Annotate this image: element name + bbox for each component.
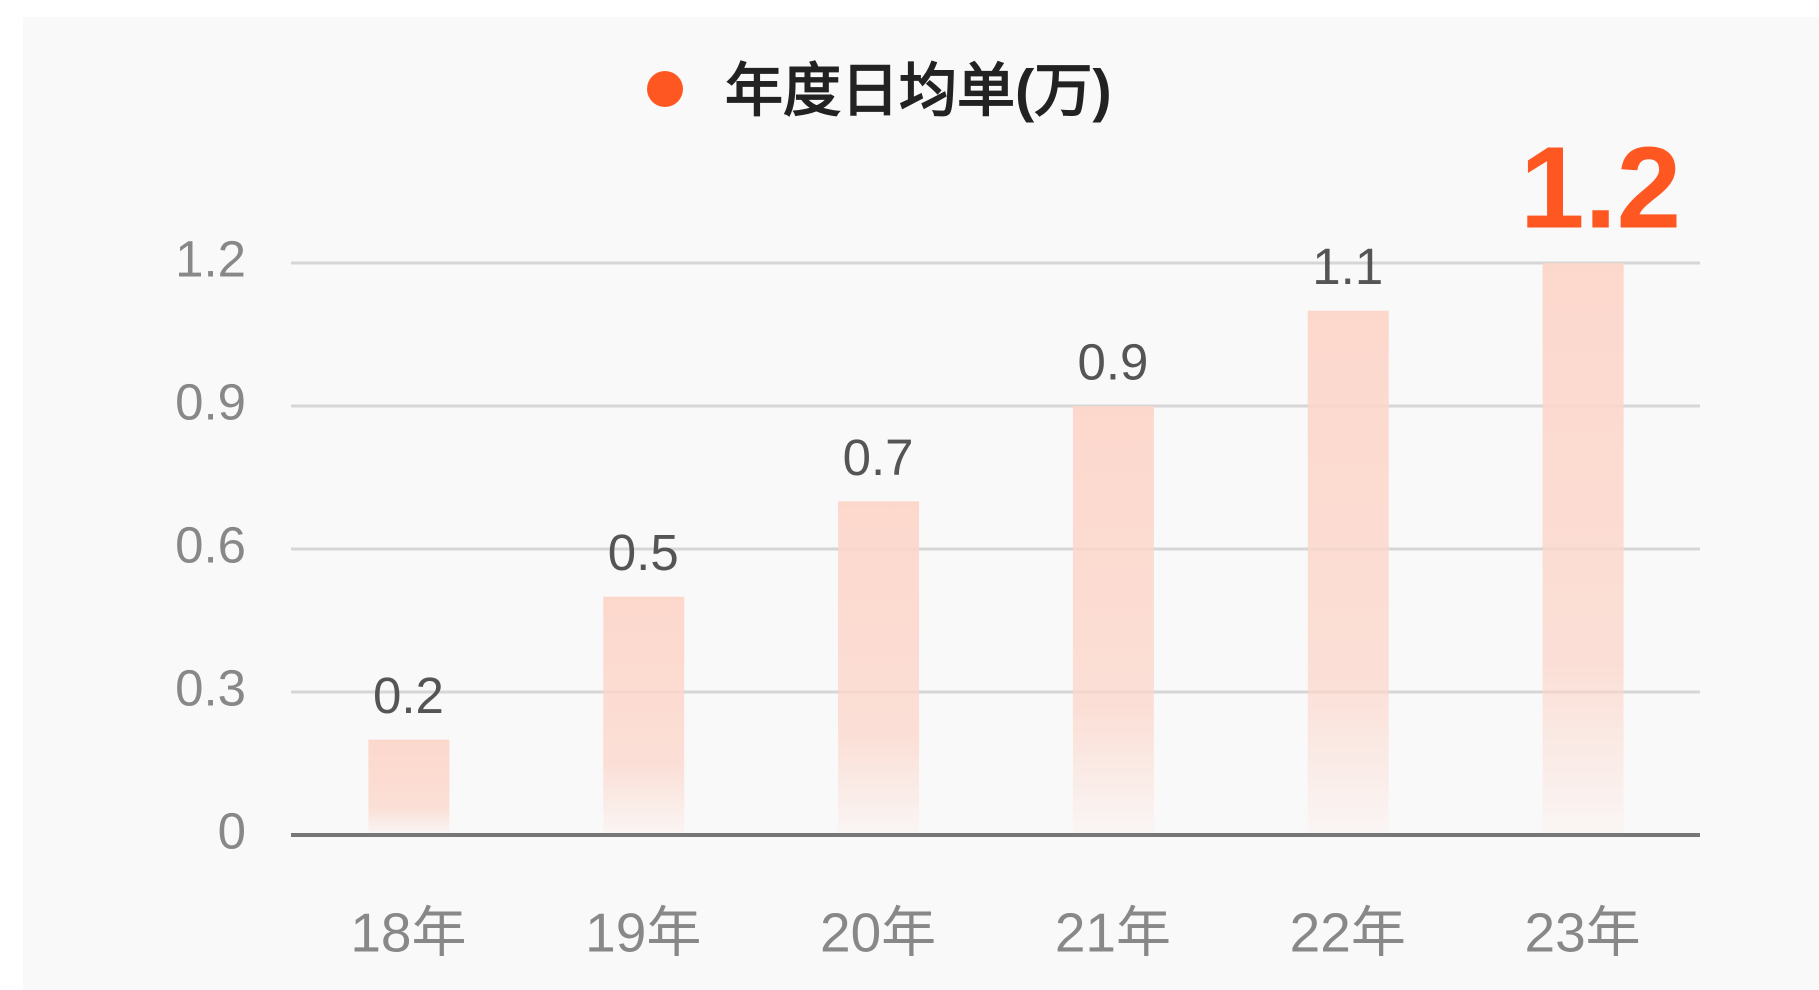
x-tick-label: 21年 — [1055, 902, 1171, 964]
value-label: 0.5 — [608, 524, 679, 581]
y-tick-label: 1.2 — [175, 230, 246, 287]
chart-background — [23, 17, 1819, 990]
value-label: 1.1 — [1312, 238, 1383, 295]
y-tick-label: 0.3 — [175, 659, 246, 716]
bar — [603, 596, 685, 835]
y-tick-label: 0 — [218, 802, 246, 859]
value-label: 0.9 — [1077, 333, 1148, 390]
legend-marker — [647, 71, 683, 107]
x-tick-label: 20年 — [820, 902, 936, 964]
legend-label: 年度日均单(万) — [725, 58, 1112, 123]
bar — [838, 501, 920, 835]
bar — [368, 739, 450, 835]
value-label: 0.7 — [843, 429, 914, 486]
bar — [1072, 406, 1154, 835]
bar — [1542, 263, 1624, 835]
value-label: 1.2 — [1520, 123, 1681, 253]
x-tick-label: 18年 — [350, 902, 466, 964]
x-tick-label: 22年 — [1290, 902, 1406, 964]
y-tick-label: 0.6 — [175, 516, 246, 573]
x-tick-label: 23年 — [1524, 902, 1640, 964]
y-tick-label: 0.9 — [175, 373, 246, 430]
x-tick-label: 19年 — [585, 902, 701, 964]
bar — [1307, 310, 1389, 836]
value-label: 0.2 — [373, 667, 444, 724]
